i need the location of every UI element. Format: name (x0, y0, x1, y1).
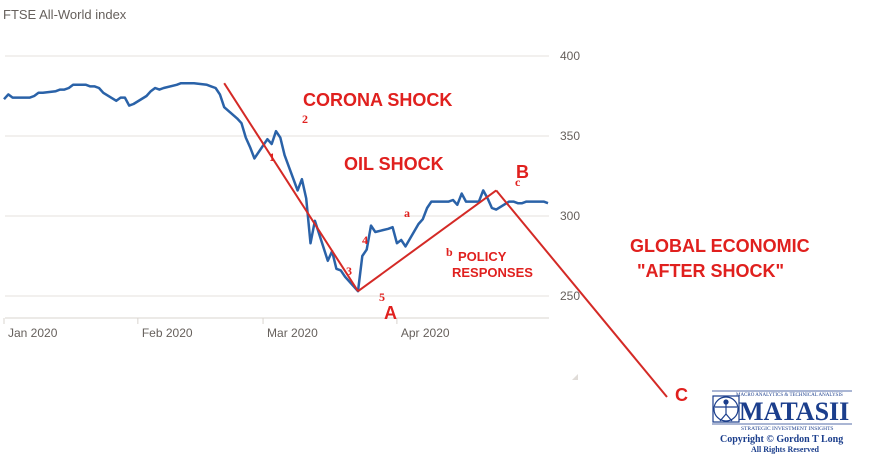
x-tick-label: Apr 2020 (401, 326, 450, 340)
point-label-c: C (675, 385, 688, 405)
annotation-policy-line1: POLICY (458, 249, 507, 264)
wave-label-b: b (446, 245, 453, 259)
series-line (3, 81, 549, 293)
wave-label-c: c (515, 175, 521, 189)
x-tick-label: Feb 2020 (142, 326, 193, 340)
wave-label-4: 4 (362, 233, 368, 247)
wave-label-5: 5 (379, 290, 385, 304)
trend-line-3 (495, 189, 668, 398)
rights-text: All Rights Reserved (751, 445, 820, 454)
wave-label-a: a (404, 206, 410, 220)
x-tick-label: Mar 2020 (267, 326, 318, 340)
y-tick-label: 300 (560, 209, 580, 223)
annotation-corona-shock: CORONA SHOCK (303, 90, 452, 110)
y-axis: 250 300 350 400 (560, 49, 580, 303)
y-tick-label: 350 (560, 129, 580, 143)
vitruvian-icon (712, 395, 740, 423)
logo-top-text: MACRO ANALYTICS & TECHNICAL ANALYSIS (736, 393, 843, 398)
wave-label-2: 2 (302, 112, 308, 126)
annotation-oil-shock: OIL SHOCK (344, 154, 444, 174)
trend-line-1 (223, 82, 359, 292)
y-tick-label: 400 (560, 49, 580, 63)
wave-label-1: 1 (269, 150, 275, 164)
wave-label-3: 3 (346, 264, 352, 278)
annotation-policy-line2: RESPONSES (452, 265, 533, 280)
resize-corner-icon (572, 374, 578, 380)
logo-name: MATASII (739, 397, 849, 426)
grid-lines (5, 55, 549, 297)
logo-subtitle: STRATEGIC INVESTMENT INSIGHTS (741, 426, 833, 432)
x-tick-label: Jan 2020 (8, 326, 58, 340)
trend-lines (223, 82, 668, 398)
annotation-global-line1: GLOBAL ECONOMIC (630, 236, 810, 256)
chart-title: FTSE All-World index (3, 7, 127, 22)
trend-line-2 (357, 189, 497, 293)
annotation-global-line2: "AFTER SHOCK" (637, 261, 784, 281)
point-label-b: B (516, 162, 529, 182)
matasii-logo: MACRO ANALYTICS & TECHNICAL ANALYSIS MAT… (712, 390, 852, 454)
point-label-a: A (384, 303, 397, 323)
copyright-text: Copyright © Gordon T Long (720, 434, 843, 445)
x-axis: Jan 2020 Feb 2020 Mar 2020 Apr 2020 (3, 317, 549, 340)
y-tick-label: 250 (560, 289, 580, 303)
